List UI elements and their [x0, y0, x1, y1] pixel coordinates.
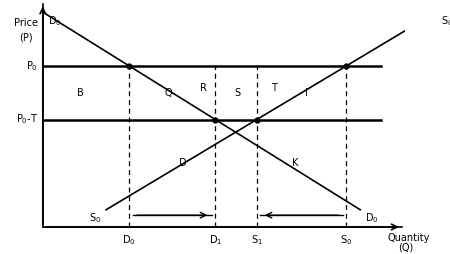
Text: (P): (P): [19, 33, 32, 43]
Text: I: I: [306, 88, 308, 98]
Text: Quantity: Quantity: [388, 233, 430, 243]
Text: T: T: [271, 83, 277, 93]
Text: D$_0$: D$_0$: [122, 233, 136, 247]
Text: K: K: [292, 157, 298, 168]
Text: P$_0$: P$_0$: [26, 59, 38, 73]
Text: D$_0$: D$_0$: [48, 14, 62, 28]
Text: S$_0$: S$_0$: [441, 14, 450, 28]
Text: D$_0$: D$_0$: [365, 211, 379, 225]
Text: R: R: [200, 83, 207, 93]
Text: D: D: [179, 157, 186, 168]
Text: Price: Price: [14, 18, 37, 28]
Text: D$_1$: D$_1$: [209, 233, 222, 247]
Text: S$_1$: S$_1$: [251, 233, 263, 247]
Text: (Q): (Q): [398, 242, 414, 252]
Text: S: S: [235, 88, 241, 98]
Text: S$_0$: S$_0$: [340, 233, 352, 247]
Text: S$_0$: S$_0$: [89, 211, 101, 225]
Text: P$_0$-T: P$_0$-T: [15, 113, 38, 126]
Text: Q: Q: [165, 88, 172, 98]
Text: B: B: [77, 88, 84, 98]
